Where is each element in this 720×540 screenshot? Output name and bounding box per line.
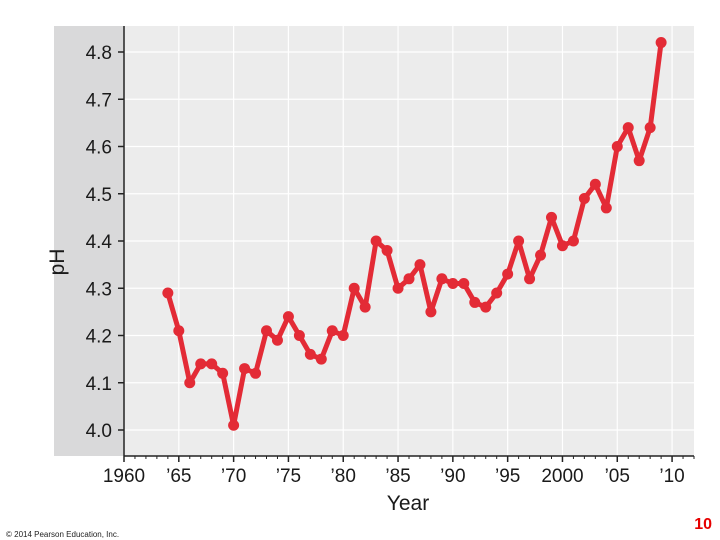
x-tick-label: ’65 (166, 466, 191, 487)
y-tick-label: 4.5 (86, 185, 112, 206)
data-point (447, 278, 459, 290)
x-axis-ticks: 1960 ’65 ’70 ’75 ’80 ’85 ’90 ’95 2000 ’05 ’10 (103, 455, 695, 487)
data-point (425, 306, 437, 318)
series-line (165, 40, 664, 428)
data-point (184, 377, 196, 389)
data-point (622, 122, 634, 134)
x-tick-label: ’70 (221, 466, 246, 487)
y-tick-label: 4.2 (86, 327, 112, 348)
data-point (250, 367, 262, 379)
data-point (195, 358, 207, 370)
data-point (392, 282, 404, 294)
data-point (271, 334, 283, 346)
data-point (655, 37, 667, 49)
y-tick-label: 4.7 (86, 90, 112, 111)
data-point (546, 211, 557, 223)
x-tick-label: 1960 (103, 466, 145, 487)
data-point (644, 122, 656, 134)
data-point (600, 202, 612, 214)
x-axis-title: Year (387, 492, 429, 515)
data-point (348, 282, 360, 294)
data-point (535, 249, 547, 261)
data-point (162, 287, 174, 299)
data-point (458, 278, 470, 290)
x-tick-label: ’95 (495, 466, 520, 487)
data-point (282, 311, 294, 323)
y-axis-ticks: 4.0 4.1 4.2 4.3 4.4 4.5 4.6 4.7 4.8 (86, 26, 125, 456)
data-point (315, 353, 327, 365)
x-tick-label: ’90 (440, 466, 465, 487)
data-point (359, 301, 371, 313)
data-point (491, 287, 503, 299)
data-point (589, 178, 601, 190)
x-tick-label: ’10 (659, 466, 684, 487)
data-point (578, 192, 590, 204)
x-tick-label: ’80 (331, 466, 356, 487)
y-tick-label: 4.6 (86, 138, 112, 159)
data-point (206, 358, 218, 370)
data-point (414, 259, 426, 271)
data-point (370, 235, 382, 247)
data-point (337, 330, 349, 341)
data-point (381, 244, 393, 256)
data-point (326, 325, 338, 337)
copyright-notice: © 2014 Pearson Education, Inc. (6, 530, 120, 539)
data-point (261, 325, 272, 337)
series-ph (162, 37, 667, 431)
data-point (556, 240, 568, 252)
gridlines (123, 26, 694, 456)
data-point (228, 419, 240, 431)
x-tick-label: ’85 (385, 466, 410, 487)
x-tick-label: ’75 (276, 466, 301, 487)
data-point (217, 367, 229, 379)
data-point (480, 301, 492, 313)
y-tick-label: 4.0 (86, 421, 112, 442)
data-point (513, 235, 525, 247)
data-point (239, 363, 251, 375)
data-point (436, 273, 448, 285)
data-point (633, 155, 645, 167)
y-tick-label: 4.1 (86, 374, 112, 395)
x-tick-label: ’05 (605, 466, 630, 487)
y-tick-label: 4.4 (86, 232, 113, 253)
x-tick-label: 2000 (541, 466, 583, 487)
slide-number: 10 (694, 516, 712, 533)
data-point (469, 296, 481, 308)
y-tick-label: 4.3 (86, 279, 112, 300)
data-point (524, 273, 536, 285)
data-point (293, 330, 305, 341)
y-tick-label: 4.8 (86, 43, 112, 64)
y-axis-title: pH (46, 249, 69, 276)
data-point (567, 235, 579, 247)
data-point (403, 273, 415, 285)
data-point (304, 348, 316, 360)
data-point (611, 141, 623, 152)
data-point (502, 268, 514, 280)
data-point (173, 325, 185, 337)
